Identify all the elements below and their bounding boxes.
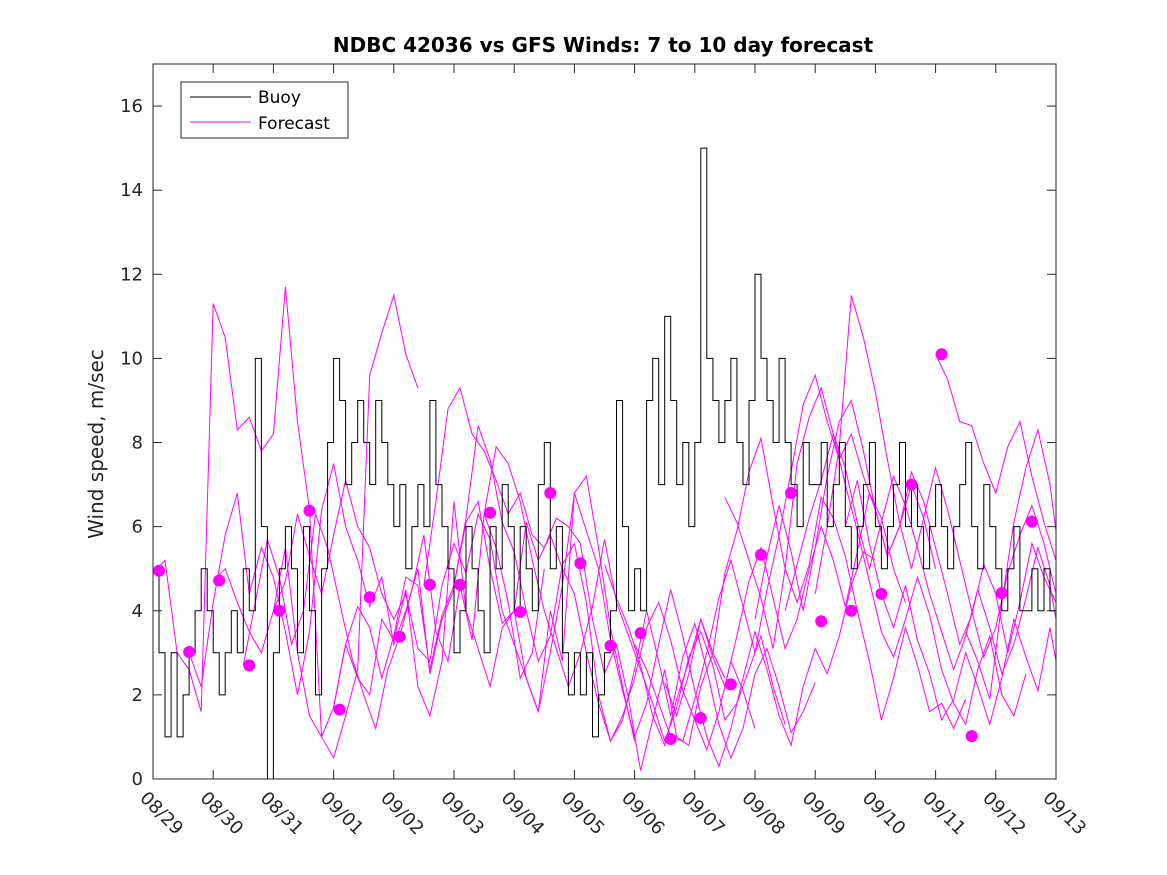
legend-forecast-label: Forecast	[258, 114, 330, 134]
forecast-point	[664, 733, 677, 745]
forecast-point	[423, 578, 436, 591]
y-tick-label: 12	[120, 264, 143, 285]
y-axis-label: Wind speed, m/sec	[84, 349, 108, 539]
chart-title: NDBC 42036 vs GFS Winds: 7 to 10 day for…	[333, 33, 874, 57]
legend-box	[180, 81, 349, 139]
y-tick-label: 14	[120, 180, 143, 201]
legend: Buoy Forecast	[180, 81, 349, 139]
y-tick-label: 10	[120, 348, 143, 369]
forecast-point	[905, 478, 918, 491]
forecast-point	[363, 591, 376, 604]
forecast-point	[153, 564, 165, 577]
y-tick-label: 4	[132, 601, 143, 622]
plot-frame	[152, 63, 1057, 780]
y-tick-label: 16	[120, 96, 143, 117]
forecast-point	[815, 615, 828, 628]
legend-buoy-label: Buoy	[258, 88, 301, 108]
forecast-line-3	[212, 501, 515, 739]
forecast-line-14	[664, 436, 967, 730]
y-tick-label: 2	[132, 685, 143, 706]
forecast-point	[514, 606, 527, 618]
y-tick-label: 6	[132, 517, 143, 538]
forecast-point	[183, 646, 196, 658]
forecast-point	[333, 703, 346, 716]
forecast-point	[935, 348, 948, 361]
forecast-line-11	[573, 492, 876, 768]
forecast-lines	[152, 286, 1057, 771]
forecast-point	[755, 548, 767, 561]
forecast-point	[213, 574, 226, 587]
forecast-line-6	[333, 474, 636, 742]
forecast-point	[694, 712, 707, 724]
forecast-line-9	[483, 445, 786, 743]
forecast-line-10	[513, 522, 816, 760]
forecast-point	[634, 627, 647, 640]
forecast-line-17	[784, 432, 1057, 676]
y-tick-label: 0	[132, 769, 143, 790]
forecast-point	[484, 506, 497, 519]
forecast-line-12	[604, 491, 906, 747]
forecast-line-8	[453, 425, 756, 752]
forecast-point	[303, 504, 316, 517]
y-tick-label: 8	[132, 433, 143, 454]
forecast-line-1	[152, 286, 419, 760]
forecast-line-5	[272, 480, 575, 714]
forecast-point	[574, 557, 587, 570]
forecast-point	[1025, 515, 1038, 528]
buoy-line	[153, 147, 1056, 780]
forecast-point	[243, 659, 256, 672]
forecast-point	[845, 604, 858, 617]
forecast-line-15	[724, 386, 1027, 726]
forecast-point	[965, 730, 978, 743]
forecast-line-4	[242, 513, 545, 731]
forecast-line-20	[935, 353, 1057, 561]
forecast-point	[785, 487, 798, 499]
forecast-line-18	[814, 295, 1057, 659]
forecast-point	[604, 639, 617, 652]
forecast-point	[454, 578, 466, 591]
plot-area	[152, 63, 1057, 780]
forecast-point	[393, 630, 406, 643]
forecast-point	[724, 678, 737, 691]
forecast-points	[153, 348, 1038, 745]
forecast-point	[995, 587, 1008, 600]
forecast-point	[544, 487, 557, 499]
forecast-point	[273, 604, 286, 617]
forecast-line-21	[965, 427, 1057, 700]
forecast-point	[875, 587, 888, 600]
forecast-line-7	[423, 386, 726, 771]
y-axis-ticks: 0 2 4 6 8 10 12 14 16	[120, 96, 1056, 790]
buoy-series	[153, 147, 1056, 780]
